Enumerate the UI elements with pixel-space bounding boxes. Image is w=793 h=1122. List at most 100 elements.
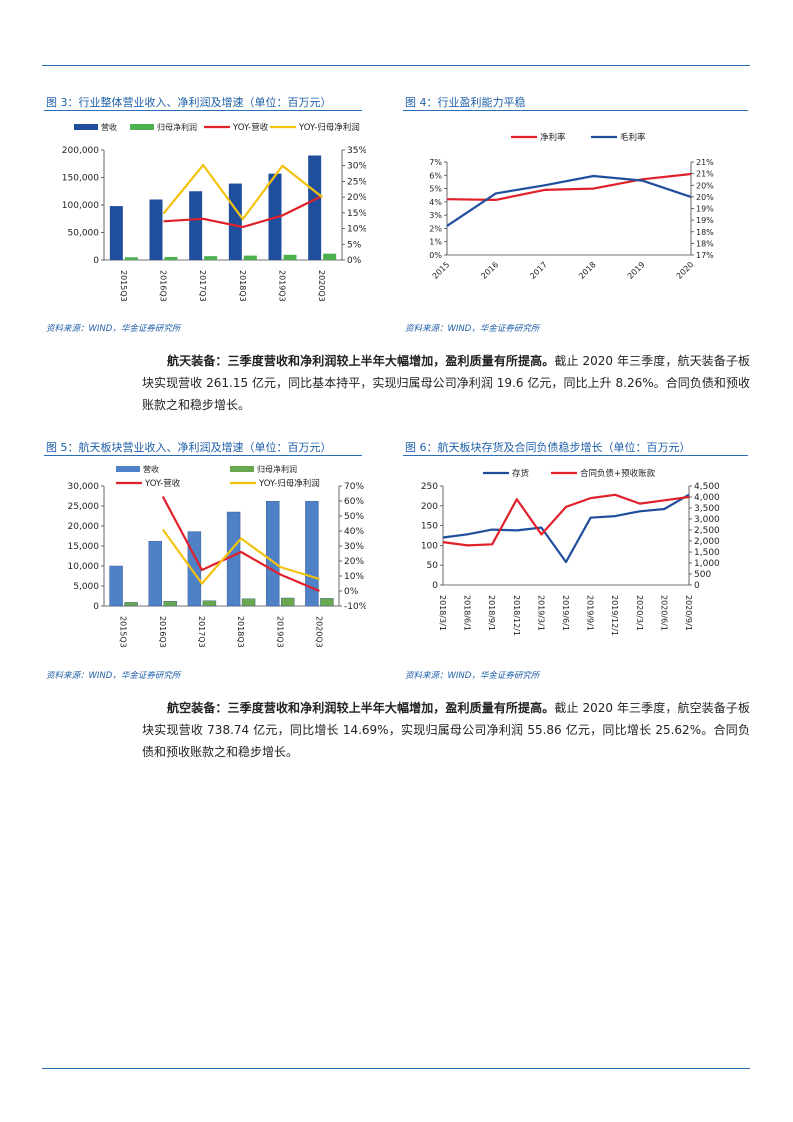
- right-tick-label: 21%: [696, 170, 714, 179]
- left-tick-label: 5%: [429, 185, 442, 194]
- left-tick-label: 50,000: [68, 229, 100, 239]
- category-label: 2017: [528, 260, 549, 281]
- right-tick-label: 15%: [347, 209, 366, 219]
- category-label: 2020: [675, 260, 696, 281]
- left-tick-label: 0: [93, 256, 99, 266]
- category-label: 2017Q3: [197, 616, 206, 648]
- figure-3-title: 图 3：行业整体营业收入、净利润及增速（单位：百万元）: [46, 96, 332, 109]
- right-tick-label: 4,500: [694, 482, 720, 492]
- figure-4-title-rule: [403, 110, 748, 111]
- figure-3-title-rule: [44, 110, 362, 111]
- figure-5-title-rule: [44, 455, 362, 456]
- legend-swatch: [74, 124, 98, 130]
- bar-归母净利润: [163, 600, 177, 607]
- paragraph-aviation: 航空装备：三季度营收和净利润较上半年大幅增加，盈利质量有所提高。截止 2020 …: [142, 697, 750, 763]
- right-tick-label: 35%: [347, 146, 366, 156]
- legend-label: 归母净利润: [157, 122, 197, 132]
- right-tick-label: 20%: [344, 557, 364, 567]
- legend-label: 净利率: [540, 132, 566, 143]
- figure-6-chart: 05010015020025005001,0001,5002,0002,5003…: [421, 468, 720, 636]
- right-tick-label: 21%: [696, 158, 714, 167]
- category-label: 2020/6/1: [659, 595, 668, 631]
- category-label: 2019Q3: [275, 616, 284, 648]
- left-tick-label: 25,000: [68, 502, 100, 512]
- legend-label: 毛利率: [620, 132, 646, 143]
- paragraph-aerospace-body: 截止 2020 年三季度，航天装备子板块实现营收 261.15 亿元，同比基本持…: [142, 354, 750, 412]
- category-label: 2016Q3: [159, 270, 168, 302]
- right-tick-label: 18%: [696, 228, 714, 237]
- category-label: 2019/12/1: [610, 595, 619, 636]
- right-tick-label: 50%: [344, 512, 364, 522]
- left-tick-label: 200: [421, 502, 438, 512]
- right-tick-label: 4,000: [694, 493, 720, 503]
- right-tick-label: 17%: [696, 251, 714, 260]
- series-line-YOY-营收: [161, 495, 320, 593]
- right-tick-label: 20%: [347, 193, 366, 203]
- left-tick-label: 30,000: [68, 482, 100, 492]
- right-tick-label: 3,500: [694, 504, 720, 514]
- right-tick-label: 40%: [344, 527, 364, 537]
- right-tick-label: 30%: [344, 542, 364, 552]
- figure-5-title: 图 5：航天板块营业收入、净利润及增速（单位：百万元）: [46, 441, 332, 454]
- left-tick-label: 150: [421, 522, 438, 532]
- left-tick-label: 5,000: [73, 582, 99, 592]
- bar-营收: [228, 183, 242, 260]
- bar-归母净利润: [243, 255, 257, 260]
- series-line-YOY-归母净利润: [161, 528, 320, 585]
- left-tick-label: 100,000: [62, 201, 99, 211]
- series-line-合同负债+预收账款: [442, 493, 690, 547]
- left-tick-label: 3%: [429, 211, 442, 220]
- left-tick-label: 2%: [429, 224, 442, 233]
- category-label: 2019/6/1: [561, 595, 570, 631]
- bar-营收: [305, 501, 319, 607]
- series-line-YOY-归母净利润: [162, 164, 323, 221]
- left-tick-label: 1%: [429, 238, 442, 247]
- legend-swatch: [130, 124, 154, 130]
- right-tick-label: 10%: [344, 572, 364, 582]
- bar-营收: [148, 540, 162, 607]
- bar-归母净利润: [320, 598, 334, 607]
- category-label: 2018/3/1: [438, 595, 447, 631]
- footer-rule: [42, 1068, 750, 1069]
- legend-label: YOY-归母净利润: [298, 122, 360, 133]
- left-tick-label: 20,000: [68, 522, 100, 532]
- bar-营收: [189, 191, 203, 260]
- paragraph-aviation-heading: 航空装备：三季度营收和净利润较上半年大幅增加，盈利质量有所提高。: [167, 701, 555, 715]
- category-label: 2017Q3: [198, 270, 207, 302]
- category-label: 2020/3/1: [635, 595, 644, 631]
- bar-营收: [266, 501, 280, 607]
- series-line-存货: [442, 493, 690, 564]
- left-tick-label: 50: [427, 561, 439, 571]
- category-label: 2020/9/1: [684, 595, 693, 631]
- right-tick-label: 2,000: [694, 537, 720, 547]
- right-tick-label: 20%: [696, 181, 714, 190]
- category-label: 2019Q3: [278, 270, 287, 302]
- bar-归母净利润: [204, 256, 218, 260]
- series-line-毛利率: [446, 174, 692, 227]
- left-tick-label: 15,000: [68, 542, 100, 552]
- right-tick-label: 0%: [344, 587, 359, 597]
- bar-归母净利润: [283, 254, 297, 260]
- right-tick-label: 19%: [696, 205, 714, 214]
- category-label: 2018/6/1: [463, 595, 472, 631]
- bar-营收: [308, 155, 322, 260]
- right-tick-label: 1,000: [694, 559, 720, 569]
- right-tick-label: 20%: [696, 193, 714, 202]
- figure-6-title-rule: [403, 455, 748, 456]
- left-tick-label: 7%: [429, 158, 442, 167]
- legend-label: YOY-营收: [232, 122, 269, 133]
- category-label: 2019: [626, 260, 647, 281]
- figure-3-chart: 0 50,000 100,000 150,000 200,000 0% 5% 10% 15% 20…: [62, 122, 366, 302]
- category-label: 2015Q3: [119, 270, 128, 302]
- bar-归母净利润: [281, 597, 295, 607]
- series-line-YOY-营收: [163, 194, 323, 229]
- bar-归母净利润: [202, 600, 217, 607]
- legend-label: 营收: [143, 464, 159, 474]
- left-tick-label: 4%: [429, 198, 442, 207]
- left-tick-label: 150,000: [62, 174, 99, 184]
- category-label: 2018: [577, 260, 598, 281]
- category-label: 2015Q3: [119, 616, 128, 648]
- category-label: 2019/9/1: [586, 595, 595, 631]
- right-tick-label: 70%: [344, 482, 364, 492]
- category-label: 2018/9/1: [487, 595, 496, 631]
